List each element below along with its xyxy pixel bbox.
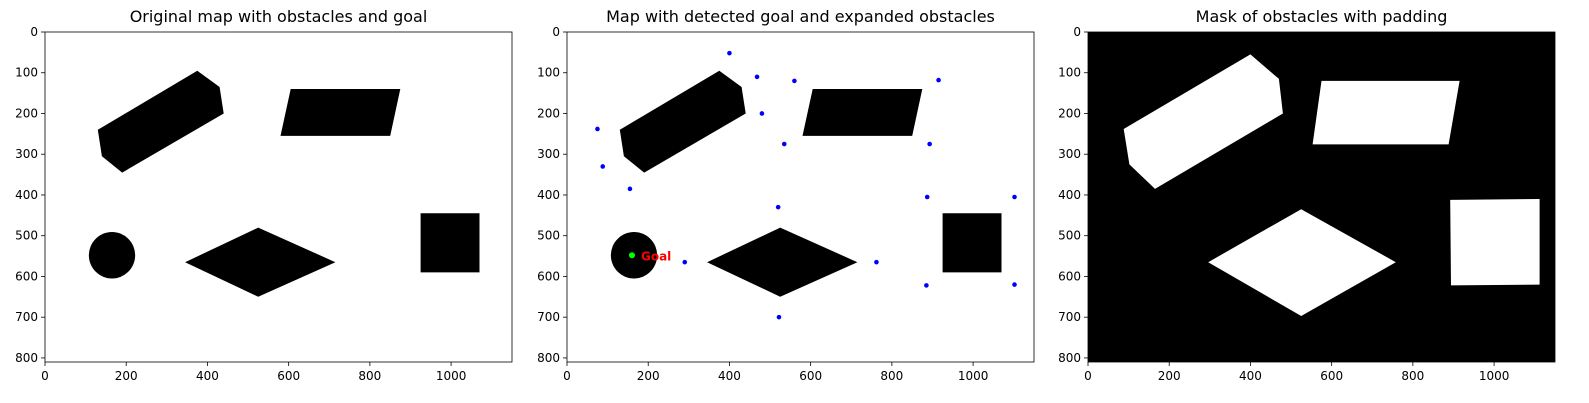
x-tick-label: 1000 — [436, 369, 467, 383]
obstacle-diamond — [185, 227, 336, 297]
expanded-vertex-point — [1012, 282, 1017, 287]
y-tick-label: 400 — [1058, 188, 1081, 202]
expanded-vertex-point — [754, 74, 760, 80]
y-tick-label: 600 — [1058, 269, 1081, 283]
x-tick-label: 400 — [1239, 369, 1262, 383]
obstacle-hexagon — [619, 70, 746, 173]
expanded-vertex-point — [759, 111, 765, 116]
x-tick-label: 200 — [1158, 369, 1181, 383]
y-tick-label: 100 — [15, 66, 38, 80]
x-tick-label: 800 — [358, 369, 381, 383]
y-tick-label: 200 — [537, 106, 560, 120]
chart-title: Mask of obstacles with padding — [1196, 7, 1448, 26]
y-tick-label: 200 — [1058, 106, 1081, 120]
obstacle-parallelogram — [802, 89, 923, 136]
expanded-vertex-point — [924, 194, 930, 200]
x-tick-label: 400 — [718, 369, 741, 383]
x-tick-label: 0 — [1084, 369, 1092, 383]
x-tick-label: 600 — [277, 369, 300, 383]
y-tick-label: 500 — [1058, 229, 1081, 243]
y-tick-label: 500 — [537, 229, 560, 243]
x-tick-label: 0 — [563, 369, 571, 383]
chart-title: Map with detected goal and expanded obst… — [606, 7, 995, 26]
y-tick-label: 800 — [15, 351, 38, 365]
expanded-vertex-point — [874, 259, 879, 265]
y-tick-label: 600 — [15, 269, 38, 283]
obstacle-circle — [88, 232, 136, 279]
x-tick-label: 200 — [115, 369, 138, 383]
y-tick-label: 500 — [15, 229, 38, 243]
expanded-vertex-point — [682, 259, 688, 265]
expanded-vertex-point — [936, 77, 941, 83]
goal-label: Goal — [641, 249, 671, 263]
obstacle-parallelogram — [280, 89, 401, 136]
goal-marker — [628, 252, 635, 259]
x-tick-label: 1000 — [958, 369, 989, 383]
plot-content — [88, 70, 480, 297]
x-tick-label: 1000 — [1479, 369, 1510, 383]
panel-expanded-obstacles: Map with detected goal and expanded obst… — [537, 7, 1035, 383]
x-tick-label: 800 — [880, 369, 903, 383]
y-tick-label: 800 — [537, 351, 560, 365]
expanded-vertex-point — [924, 283, 929, 288]
mask-region-parallelogram — [1312, 80, 1460, 145]
y-tick-label: 300 — [1058, 147, 1081, 161]
plot-frame — [1087, 31, 1556, 363]
y-tick-label: 800 — [1058, 351, 1081, 365]
plot-area — [45, 32, 512, 362]
plot-frame — [566, 31, 1035, 363]
y-tick-label: 700 — [1058, 310, 1081, 324]
chart-title: Original map with obstacles and goal — [130, 7, 428, 26]
y-tick-label: 300 — [15, 147, 38, 161]
obstacle-hexagon — [97, 70, 224, 173]
plot-content: Goal — [595, 50, 1017, 320]
x-tick-label: 400 — [196, 369, 219, 383]
y-tick-label: 300 — [537, 147, 560, 161]
y-tick-label: 600 — [537, 269, 560, 283]
obstacle-square — [420, 213, 480, 273]
y-tick-label: 0 — [30, 25, 38, 39]
y-tick-label: 0 — [1073, 25, 1081, 39]
expanded-vertex-point — [600, 164, 606, 169]
expanded-vertex-point — [727, 50, 732, 56]
y-tick-label: 400 — [537, 188, 560, 202]
expanded-vertex-point — [781, 141, 787, 147]
expanded-vertex-point — [776, 314, 782, 320]
expanded-vertex-point — [1012, 194, 1017, 200]
y-tick-label: 100 — [537, 66, 560, 80]
panel-original-map: Original map with obstacles and goal 0 200… — [15, 7, 513, 383]
x-tick-label: 600 — [1320, 369, 1343, 383]
mask-region-hexagon — [1123, 54, 1283, 189]
mask-region-diamond — [1208, 209, 1396, 316]
y-tick-label: 200 — [15, 106, 38, 120]
y-tick-label: 100 — [1058, 66, 1081, 80]
y-tick-label: 700 — [15, 310, 38, 324]
panel-padding-mask: Mask of obstacles with padding 0 200 400 600… — [1058, 7, 1556, 383]
x-tick-label: 600 — [799, 369, 822, 383]
expanded-vertex-point — [927, 141, 932, 147]
mask-region-square — [1450, 199, 1540, 286]
plot-area — [567, 32, 1034, 362]
expanded-vertex-point — [595, 126, 600, 132]
obstacle-diamond — [707, 227, 858, 297]
x-tick-label: 200 — [637, 369, 660, 383]
expanded-vertex-point — [627, 186, 633, 192]
x-tick-label: 0 — [41, 369, 49, 383]
expanded-vertex-point — [792, 78, 797, 84]
y-tick-label: 700 — [537, 310, 560, 324]
obstacle-square — [942, 213, 1002, 273]
y-tick-label: 400 — [15, 188, 38, 202]
x-tick-label: 800 — [1401, 369, 1424, 383]
plot-frame — [44, 31, 513, 363]
plot-content — [1123, 54, 1540, 316]
expanded-vertex-point — [775, 204, 781, 210]
y-tick-label: 0 — [552, 25, 560, 39]
